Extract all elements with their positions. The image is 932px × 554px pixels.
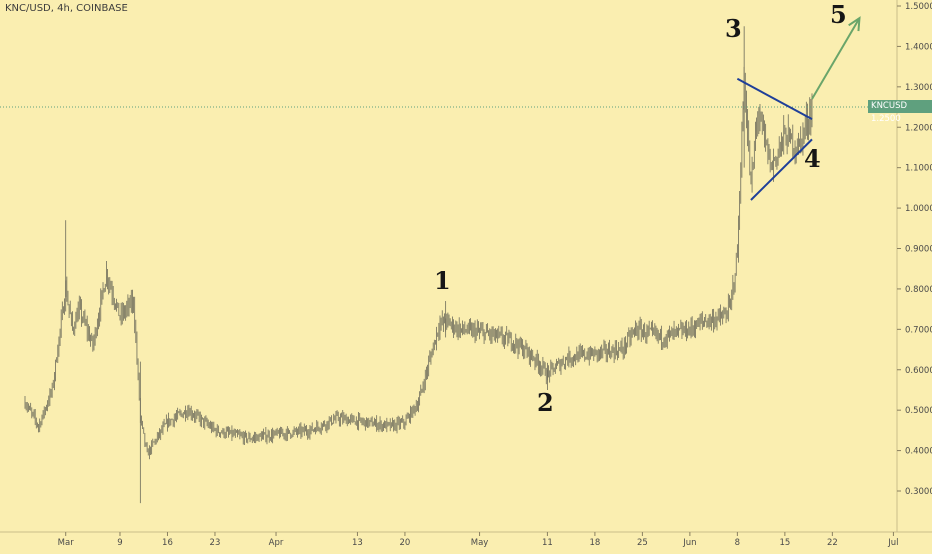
triangle-lower-trendline [750, 138, 813, 201]
wave-label-2: 2 [537, 388, 554, 417]
price-badge-ticker: KNCUSD [871, 101, 908, 111]
symbol-label: KNC/USD, 4h, COINBASE [5, 3, 128, 14]
projection-arrow [811, 16, 861, 100]
y-tick-label: 1.1000 [905, 164, 932, 174]
wave-label-1: 1 [434, 266, 451, 295]
x-tick-label: 22 [827, 538, 838, 548]
y-tick-label: 0.7000 [905, 325, 932, 335]
triangle-upper-trendline [736, 77, 813, 121]
projection-arrow-shaft [811, 17, 861, 100]
y-tick-label: 1.5000 [905, 2, 932, 12]
y-tick-label: 0.3000 [905, 487, 932, 497]
x-tick-label: May [471, 538, 489, 548]
current-price-badge: KNCUSD 1.2500 [868, 100, 932, 124]
x-tick-label: 13 [352, 538, 363, 548]
y-tick-label: 1.4000 [905, 42, 932, 52]
x-tick-label: Jun [682, 538, 696, 548]
wave-label-4: 4 [804, 144, 821, 173]
wave-label-5: 5 [830, 0, 847, 29]
projection-arrow-head [848, 16, 861, 32]
time-axis[interactable]: Mar 9 16 23 Apr 13 20 May 11 18 25 Jun 8 15 22 Jul [58, 532, 899, 548]
x-tick-label: 20 [400, 538, 411, 548]
wave-label-3: 3 [725, 14, 742, 43]
y-tick-label: 0.4000 [905, 447, 932, 457]
y-tick-label: 0.8000 [905, 285, 932, 295]
y-tick-label: 0.6000 [905, 366, 932, 376]
x-tick-label: 15 [779, 538, 790, 548]
price-badge-value: 1.2500 [871, 114, 901, 124]
y-tick-label: 1.3000 [905, 83, 932, 93]
x-tick-label: Jul [887, 538, 898, 548]
y-tick-label: 0.9000 [905, 245, 932, 255]
y-tick-label: 1.0000 [905, 204, 932, 214]
x-tick-label: 16 [162, 538, 173, 548]
x-tick-label: 18 [589, 538, 600, 548]
x-tick-label: Mar [58, 538, 75, 548]
x-tick-label: 8 [735, 538, 740, 548]
y-tick-label: 0.5000 [905, 406, 932, 416]
x-tick-label: 25 [637, 538, 648, 548]
x-tick-label: 23 [210, 538, 221, 548]
y-tick-label: 1.2000 [905, 123, 932, 133]
candle-series [24, 26, 813, 504]
x-tick-label: 9 [117, 538, 122, 548]
price-axis[interactable]: 0.3000 0.4000 0.5000 0.6000 0.7000 0.8000 0.90… [897, 2, 932, 497]
x-tick-label: 11 [542, 538, 553, 548]
x-tick-label: Apr [269, 538, 284, 548]
